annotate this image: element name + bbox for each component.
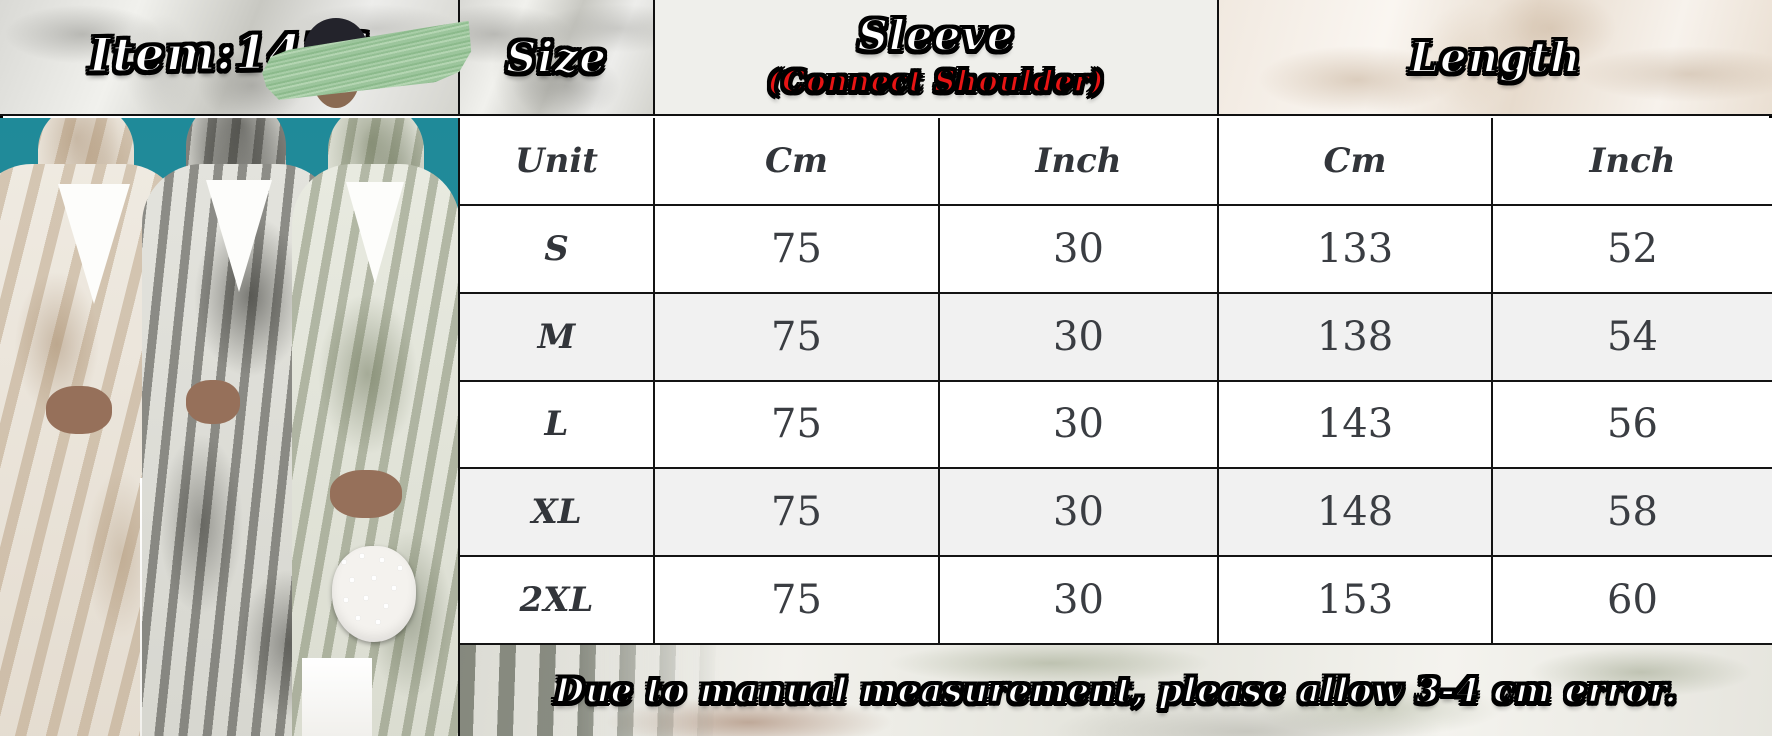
length-inch-value: 56: [1493, 382, 1772, 470]
size-header-cell: Size: [460, 0, 655, 116]
measurement-note: Due to manual measurement, please allow …: [553, 670, 1678, 712]
length-cm-value: 133: [1219, 205, 1493, 294]
length-header-cell: Length: [1219, 0, 1772, 116]
size-label: L: [460, 381, 655, 470]
col-header-length-cm: Cm: [1219, 118, 1493, 206]
sleeve-note: (Connect Shoulder): [766, 63, 1105, 99]
footer-band: Due to manual measurement, please allow …: [460, 645, 1772, 736]
size-label: XL: [460, 469, 655, 558]
sleeve-cm-value: 75: [655, 381, 940, 470]
header-band: Item:1476 Size Sleeve (Connect Shoulder)…: [0, 0, 1772, 118]
length-column-title: Length: [1408, 32, 1582, 83]
col-header-length-inch: Inch: [1493, 118, 1772, 206]
length-inch-value: 58: [1493, 469, 1772, 558]
col-header-sleeve-cm: Cm: [655, 118, 940, 206]
size-column-title: Size: [505, 32, 607, 83]
fabric-drape: [460, 645, 720, 736]
sleeve-inch-value: 30: [940, 469, 1219, 558]
size-label: 2XL: [460, 557, 655, 645]
col-header-unit: Unit: [460, 118, 655, 206]
size-table: Unit Cm Inch Cm Inch S 75 30 133 52 M 75…: [460, 118, 1772, 645]
size-label: S: [460, 205, 655, 294]
length-inch-value: 60: [1493, 557, 1772, 645]
sleeve-header-cell: Sleeve (Connect Shoulder): [655, 0, 1219, 116]
sleeve-cm-value: 75: [655, 293, 940, 382]
length-cm-value: 148: [1219, 469, 1493, 558]
sleeve-cm-value: 75: [655, 205, 940, 294]
col-header-sleeve-inch: Inch: [940, 118, 1219, 206]
length-inch-value: 54: [1493, 293, 1772, 382]
sleeve-cm-value: 75: [655, 469, 940, 558]
length-inch-value: 52: [1493, 206, 1772, 294]
sleeve-inch-value: 30: [940, 205, 1219, 294]
pearl-bag: [332, 546, 416, 642]
sleeve-inch-value: 30: [940, 557, 1219, 645]
sleeve-inch-value: 30: [940, 293, 1219, 382]
sleeve-column-title: Sleeve: [857, 10, 1015, 61]
length-cm-value: 153: [1219, 557, 1493, 645]
product-photo: [0, 118, 460, 736]
sleeve-inch-value: 30: [940, 381, 1219, 470]
sleeve-cm-value: 75: [655, 557, 940, 645]
length-cm-value: 138: [1219, 293, 1493, 382]
length-cm-value: 143: [1219, 381, 1493, 470]
size-label: M: [460, 293, 655, 382]
